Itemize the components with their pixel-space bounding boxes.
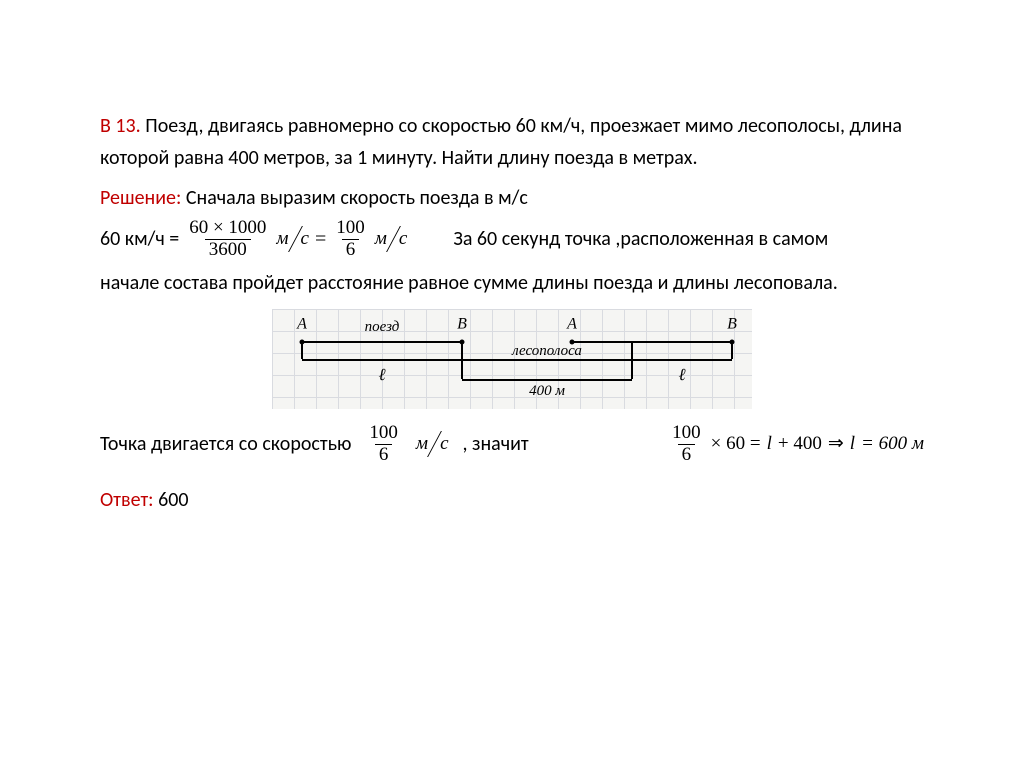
fraction-1: 60 × 1000 3600 — [185, 218, 270, 261]
tick-3 — [631, 341, 633, 359]
slash-icon-3 — [426, 431, 442, 457]
problem-body: Поезд, двигаясь равномерно со скоростью … — [100, 114, 902, 170]
slash-icon-2 — [385, 226, 401, 252]
fraction-4: 100 6 — [668, 423, 705, 466]
label-400: 400 м — [529, 379, 565, 403]
tick-1 — [301, 341, 303, 359]
fraction-2-num: 100 — [332, 218, 369, 239]
label-train: поезд — [365, 315, 400, 339]
line-train — [302, 341, 462, 343]
fraction-1-den: 3600 — [205, 239, 251, 261]
solution-label: Решение: — [100, 186, 181, 210]
problem-statement: В 13. Поезд, двигаясь равномерно со скор… — [100, 110, 924, 174]
answer-line: Ответ: 600 — [100, 484, 924, 516]
continuation-text: начале состава пройдет расстояние равное… — [100, 267, 924, 299]
final-equation: 100 6 × 60 = l + 400 ⇒ l = 600 м — [668, 423, 924, 466]
slash-icon — [287, 226, 303, 252]
problem-number: В 13. — [100, 114, 141, 138]
tick-2 — [461, 341, 463, 359]
fraction-3-den: 6 — [375, 444, 393, 466]
answer-value: 600 — [154, 488, 189, 512]
unit-ms-3: м с — [416, 429, 449, 459]
point-moves-text: Точка двигается со скоростью — [100, 428, 351, 460]
eq-result: = 600 м — [861, 429, 924, 459]
means-text: , значит — [463, 428, 529, 460]
eq-plus400: + 400 — [778, 429, 822, 459]
speed-prefix: 60 км/ч = — [100, 223, 179, 255]
tail-text: За 60 секунд точка ,расположенная в само… — [453, 223, 828, 255]
eq-ell-1: l — [767, 429, 772, 459]
fraction-2: 100 6 — [332, 218, 369, 261]
fraction-4-num: 100 — [668, 423, 705, 444]
fraction-2-den: 6 — [342, 239, 360, 261]
tick-4 — [461, 359, 463, 379]
fraction-4-den: 6 — [678, 444, 696, 466]
fraction-3: 100 6 — [365, 423, 402, 466]
train-diagram: A поезд B ℓ лесополоса 400 м A B ℓ — [272, 309, 752, 409]
tick-5 — [631, 359, 633, 379]
final-row: Точка двигается со скоростью 100 6 м с ,… — [100, 423, 924, 466]
label-ell-1: ℓ — [378, 361, 385, 388]
unit-ms-2: м с — [375, 224, 408, 254]
answer-label: Ответ: — [100, 488, 154, 512]
page: В 13. Поезд, двигаясь равномерно со скор… — [0, 0, 1024, 516]
label-a2: A — [567, 311, 577, 337]
unit-ms-1: м с — [276, 224, 309, 254]
solution-intro-text: Сначала выразим скорость поезда в м/с — [181, 186, 527, 210]
fraction-3-num: 100 — [365, 423, 402, 444]
tick-6 — [731, 341, 733, 359]
label-b2: B — [727, 311, 737, 337]
eq-times60: × 60 = — [711, 429, 761, 459]
diagram-container: A поезд B ℓ лесополоса 400 м A B ℓ — [100, 309, 924, 409]
label-b1: B — [457, 311, 467, 337]
point-a2 — [570, 339, 575, 344]
speed-conversion-line: 60 км/ч = 60 × 1000 3600 м с = 100 6 м с… — [100, 218, 924, 261]
eq-arrow: ⇒ — [828, 429, 844, 459]
label-a1: A — [297, 311, 307, 337]
equals-1: = — [315, 223, 326, 255]
fraction-1-num: 60 × 1000 — [185, 218, 270, 239]
solution-intro: Решение: Сначала выразим скорость поезда… — [100, 182, 924, 214]
line-right — [572, 341, 732, 343]
label-ell-2: ℓ — [678, 361, 685, 388]
eq-ell-2: l — [850, 429, 855, 459]
